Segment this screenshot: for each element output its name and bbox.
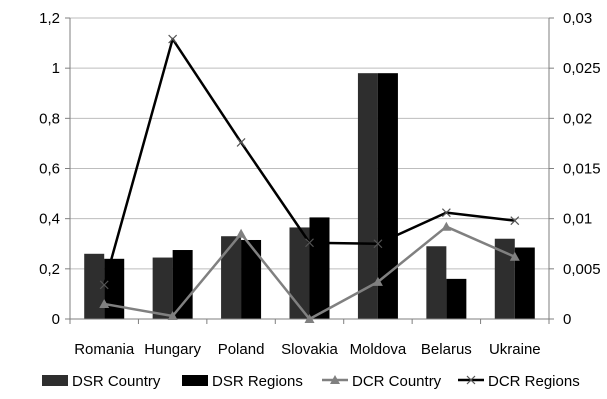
point-dcr-regions xyxy=(373,239,383,249)
x-axis-label: Belarus xyxy=(421,341,472,358)
left-axis-tick-label: 1 xyxy=(52,60,60,77)
legend-swatch xyxy=(182,375,208,386)
point-marker-stroke xyxy=(441,208,451,218)
legend-swatch xyxy=(42,375,68,386)
point-dcr-country xyxy=(99,298,110,308)
point-dcr-country xyxy=(372,276,383,286)
point-dcr-regions xyxy=(236,137,246,147)
legend-marker xyxy=(466,375,476,385)
bar-dsr-country xyxy=(221,236,242,319)
point-marker-stroke xyxy=(168,34,178,44)
right-axis-tick-label: 0,015 xyxy=(563,161,601,178)
point-marker-stroke xyxy=(99,280,109,290)
bar-dsr-country xyxy=(494,238,515,319)
point-dcr-regions xyxy=(441,208,451,218)
bar-dsr-country xyxy=(357,73,378,319)
right-axis-tick-label: 0,02 xyxy=(563,110,592,127)
left-axis-tick-label: 0,4 xyxy=(39,211,60,228)
right-axis-tick-label: 0 xyxy=(563,311,571,328)
bar-dsr-regions xyxy=(446,278,467,319)
point-dcr-country xyxy=(236,228,247,238)
legend-label: DCR Country xyxy=(352,373,442,390)
point-dcr-country xyxy=(509,251,520,261)
x-axis-label: Hungary xyxy=(144,341,201,358)
legend-item: DSR Country xyxy=(42,373,161,390)
point-dcr-regions xyxy=(305,238,314,248)
point-marker-stroke xyxy=(373,239,383,249)
legend-label: DCR Regions xyxy=(488,373,580,390)
bar-dsr-regions xyxy=(514,247,535,319)
left-axis-tick-label: 0,8 xyxy=(39,110,60,127)
x-axis-label: Poland xyxy=(218,341,265,358)
point-marker-stroke xyxy=(305,238,314,248)
bar-dsr-country xyxy=(84,253,105,319)
bars xyxy=(84,73,535,319)
x-axis-label: Romania xyxy=(74,341,135,358)
x-axis-label: Slovakia xyxy=(281,341,338,358)
left-axis-tick-label: 1,2 xyxy=(39,10,60,27)
bar-dsr-regions xyxy=(241,239,262,319)
point-dcr-regions xyxy=(99,280,109,290)
legend-item: DSR Regions xyxy=(182,373,303,390)
point-dcr-country xyxy=(441,221,452,231)
bar-dsr-regions xyxy=(309,217,330,319)
point-dcr-country xyxy=(167,310,178,320)
right-axis-tick-label: 0,01 xyxy=(563,211,592,228)
point-marker-stroke xyxy=(510,216,520,226)
point-dcr-regions xyxy=(510,216,520,226)
bar-dsr-country xyxy=(289,227,310,319)
right-axis-tick-label: 0,03 xyxy=(563,10,592,27)
legend-label: DSR Regions xyxy=(212,373,303,390)
right-axis-tick-label: 0,025 xyxy=(563,60,601,77)
axes: 0 0,2 0,4 0,6 0,8 1 1,2 0 0,005 0,01 0,015 0,02 0,02… xyxy=(39,10,600,358)
left-axis-tick-label: 0 xyxy=(52,311,60,328)
legend-marker xyxy=(330,375,340,384)
left-axis-tick-label: 0,6 xyxy=(39,161,60,178)
legend-label: DSR Country xyxy=(72,373,161,390)
legend-item: DCR Regions xyxy=(458,373,580,390)
x-axis-label: Moldova xyxy=(350,341,407,358)
left-axis-tick-label: 0,2 xyxy=(39,261,60,278)
bar-dsr-regions xyxy=(104,258,125,319)
point-dcr-regions xyxy=(168,34,178,44)
bar-dsr-regions xyxy=(172,250,193,319)
bar-dsr-country xyxy=(152,257,173,319)
legend-item: DCR Country xyxy=(322,373,442,390)
bar-dsr-country xyxy=(426,246,447,319)
legend: DSR Country DSR Regions DCR Country DCR Reg… xyxy=(42,373,580,390)
bar-dsr-regions xyxy=(377,73,398,319)
right-axis-tick-label: 0,005 xyxy=(563,261,601,278)
x-axis-label: Ukraine xyxy=(489,341,541,358)
point-marker-stroke xyxy=(236,137,246,147)
